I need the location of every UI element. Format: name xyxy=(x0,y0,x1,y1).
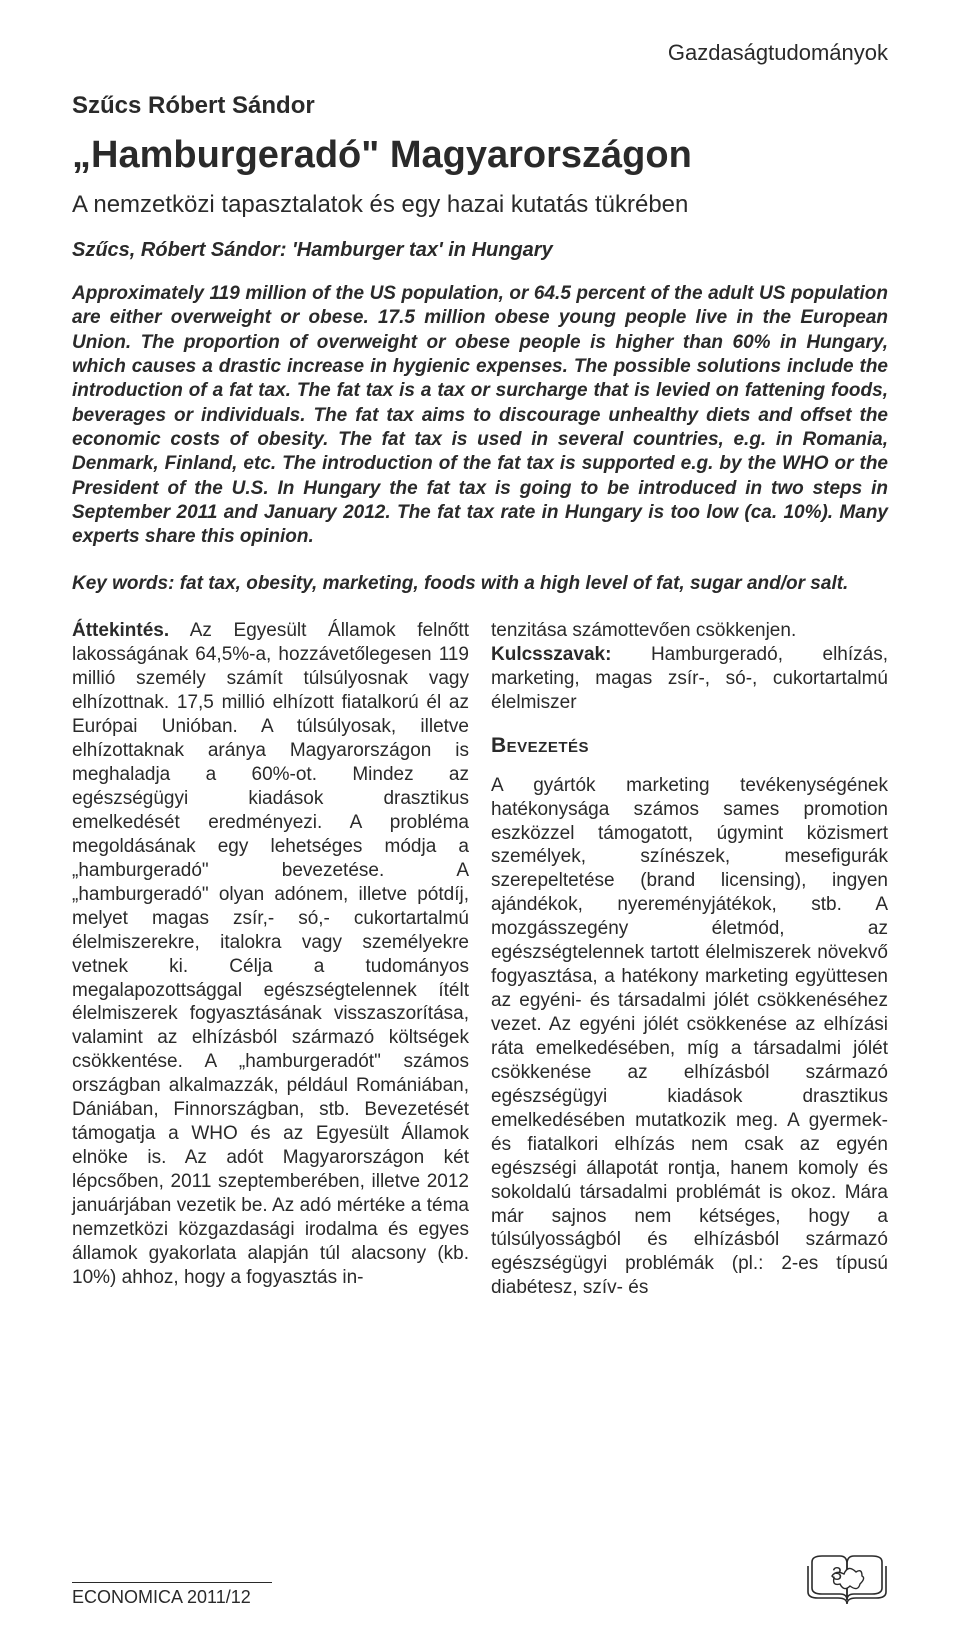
overview-text: Az Egyesült Államok felnőtt lakosságának… xyxy=(72,620,469,1287)
overview-paragraph: Áttekintés. Az Egyesült Államok felnőtt … xyxy=(72,619,469,1289)
page-number: 3 xyxy=(832,1564,842,1585)
author-name: Szűcs Róbert Sándor xyxy=(72,92,888,120)
column-left: Áttekintés. Az Egyesült Államok felnőtt … xyxy=(72,619,469,1300)
article-title: „Hamburgeradó" Magyarországon xyxy=(72,134,888,177)
column-right: tenzitása számottevően csökkenjen. Kulcs… xyxy=(491,619,888,1300)
overview-label: Áttekintés. xyxy=(72,620,169,641)
category-label: Gazdaságtudományok xyxy=(72,40,888,66)
keywords-hu-label: Kulcsszavak: xyxy=(491,644,611,665)
english-author-title: Szűcs, Róbert Sándor: 'Hamburger tax' in… xyxy=(72,239,888,262)
section-heading-bevezetes: Bevezetés xyxy=(491,733,888,759)
article-subtitle: A nemzetközi tapasztalatok és egy hazai … xyxy=(72,191,888,219)
open-book-icon xyxy=(806,1552,888,1608)
keywords-hu-paragraph: Kulcsszavak: Hamburgeradó, elhízás, mark… xyxy=(491,643,888,715)
footer-journal-issue: ECONOMICA 2011/12 xyxy=(72,1582,272,1608)
abstract-text: Approximately 119 million of the US popu… xyxy=(72,282,888,549)
col2-intro: tenzitása számottevően csökkenjen. xyxy=(491,619,888,643)
body-columns: Áttekintés. Az Egyesült Államok felnőtt … xyxy=(72,619,888,1300)
page-footer: ECONOMICA 2011/12 3 xyxy=(72,1552,888,1608)
keywords-en: Key words: fat tax, obesity, marketing, … xyxy=(72,573,888,595)
footer-right: 3 xyxy=(788,1552,888,1608)
col2-body: A gyártók marketing tevékenységének haté… xyxy=(491,774,888,1301)
